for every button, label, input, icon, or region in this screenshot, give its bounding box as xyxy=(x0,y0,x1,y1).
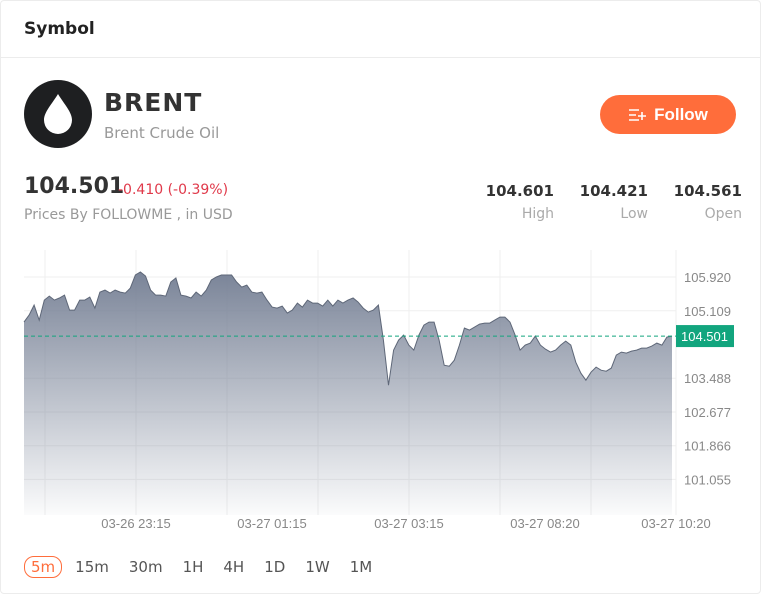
y-tick-label: 102.677 xyxy=(684,405,731,420)
x-tick-label: 03-27 08:20 xyxy=(510,516,579,531)
timeframe-selector: 5m 15m 30m 1H 4H 1D 1W 1M xyxy=(24,556,385,578)
symbol-name: Brent Crude Oil xyxy=(104,124,220,142)
x-tick-label: 03-26 23:15 xyxy=(101,516,170,531)
stat-value: 104.561 xyxy=(673,182,742,200)
stat-open: 104.561 Open xyxy=(674,182,742,222)
y-tick-label: 101.866 xyxy=(684,439,731,454)
y-tick-label: 103.488 xyxy=(684,371,731,386)
price-chart[interactable]: 105.920 105.109 103.488 102.677 101.866 101.0… xyxy=(0,240,761,540)
price-change: -0.410 (-0.39%) xyxy=(118,182,229,198)
timeframe-1W[interactable]: 1W xyxy=(305,558,330,576)
x-tick-label: 03-27 01:15 xyxy=(237,516,306,531)
x-tick-label: 03-27 03:15 xyxy=(374,516,443,531)
price-line xyxy=(23,271,673,386)
price-source: Prices By FOLLOWME , in USD xyxy=(24,207,233,223)
timeframe-15m[interactable]: 15m xyxy=(75,558,109,576)
timeframe-30m[interactable]: 30m xyxy=(128,558,163,576)
y-tick-label: 101.055 xyxy=(684,472,731,487)
price-area xyxy=(24,272,672,515)
add-list-icon xyxy=(629,108,647,121)
current-price-badge xyxy=(676,325,734,348)
stat-label: Open xyxy=(704,206,742,222)
symbol-code: BRENT xyxy=(104,88,203,117)
timeframe-1M[interactable]: 1M xyxy=(349,558,373,576)
current-price-label: 104.501 xyxy=(681,329,728,344)
timeframe-1H[interactable]: 1H xyxy=(182,558,204,576)
y-tick-label: 105.920 xyxy=(684,270,731,285)
follow-button[interactable]: Follow xyxy=(600,95,736,134)
timeframe-1D[interactable]: 1D xyxy=(264,558,286,576)
stat-value: 104.421 xyxy=(579,182,648,200)
oil-drop-icon xyxy=(44,94,72,134)
divider xyxy=(0,57,761,58)
y-tick-label: 105.109 xyxy=(684,304,731,319)
follow-label: Follow xyxy=(654,104,708,124)
stat-value: 104.601 xyxy=(485,182,554,200)
timeframe-5m[interactable]: 5m xyxy=(24,556,63,578)
timeframe-4H[interactable]: 4H xyxy=(223,558,245,576)
stat-low: 104.421 Low xyxy=(580,182,648,222)
symbol-logo xyxy=(24,80,92,148)
stat-label: Low xyxy=(620,206,648,222)
stat-high: 104.601 High xyxy=(486,182,554,222)
current-price: 104.501 xyxy=(24,174,125,199)
stat-label: High xyxy=(521,206,554,222)
x-tick-label: 03-27 10:20 xyxy=(641,516,710,531)
section-title: Symbol xyxy=(24,19,95,39)
